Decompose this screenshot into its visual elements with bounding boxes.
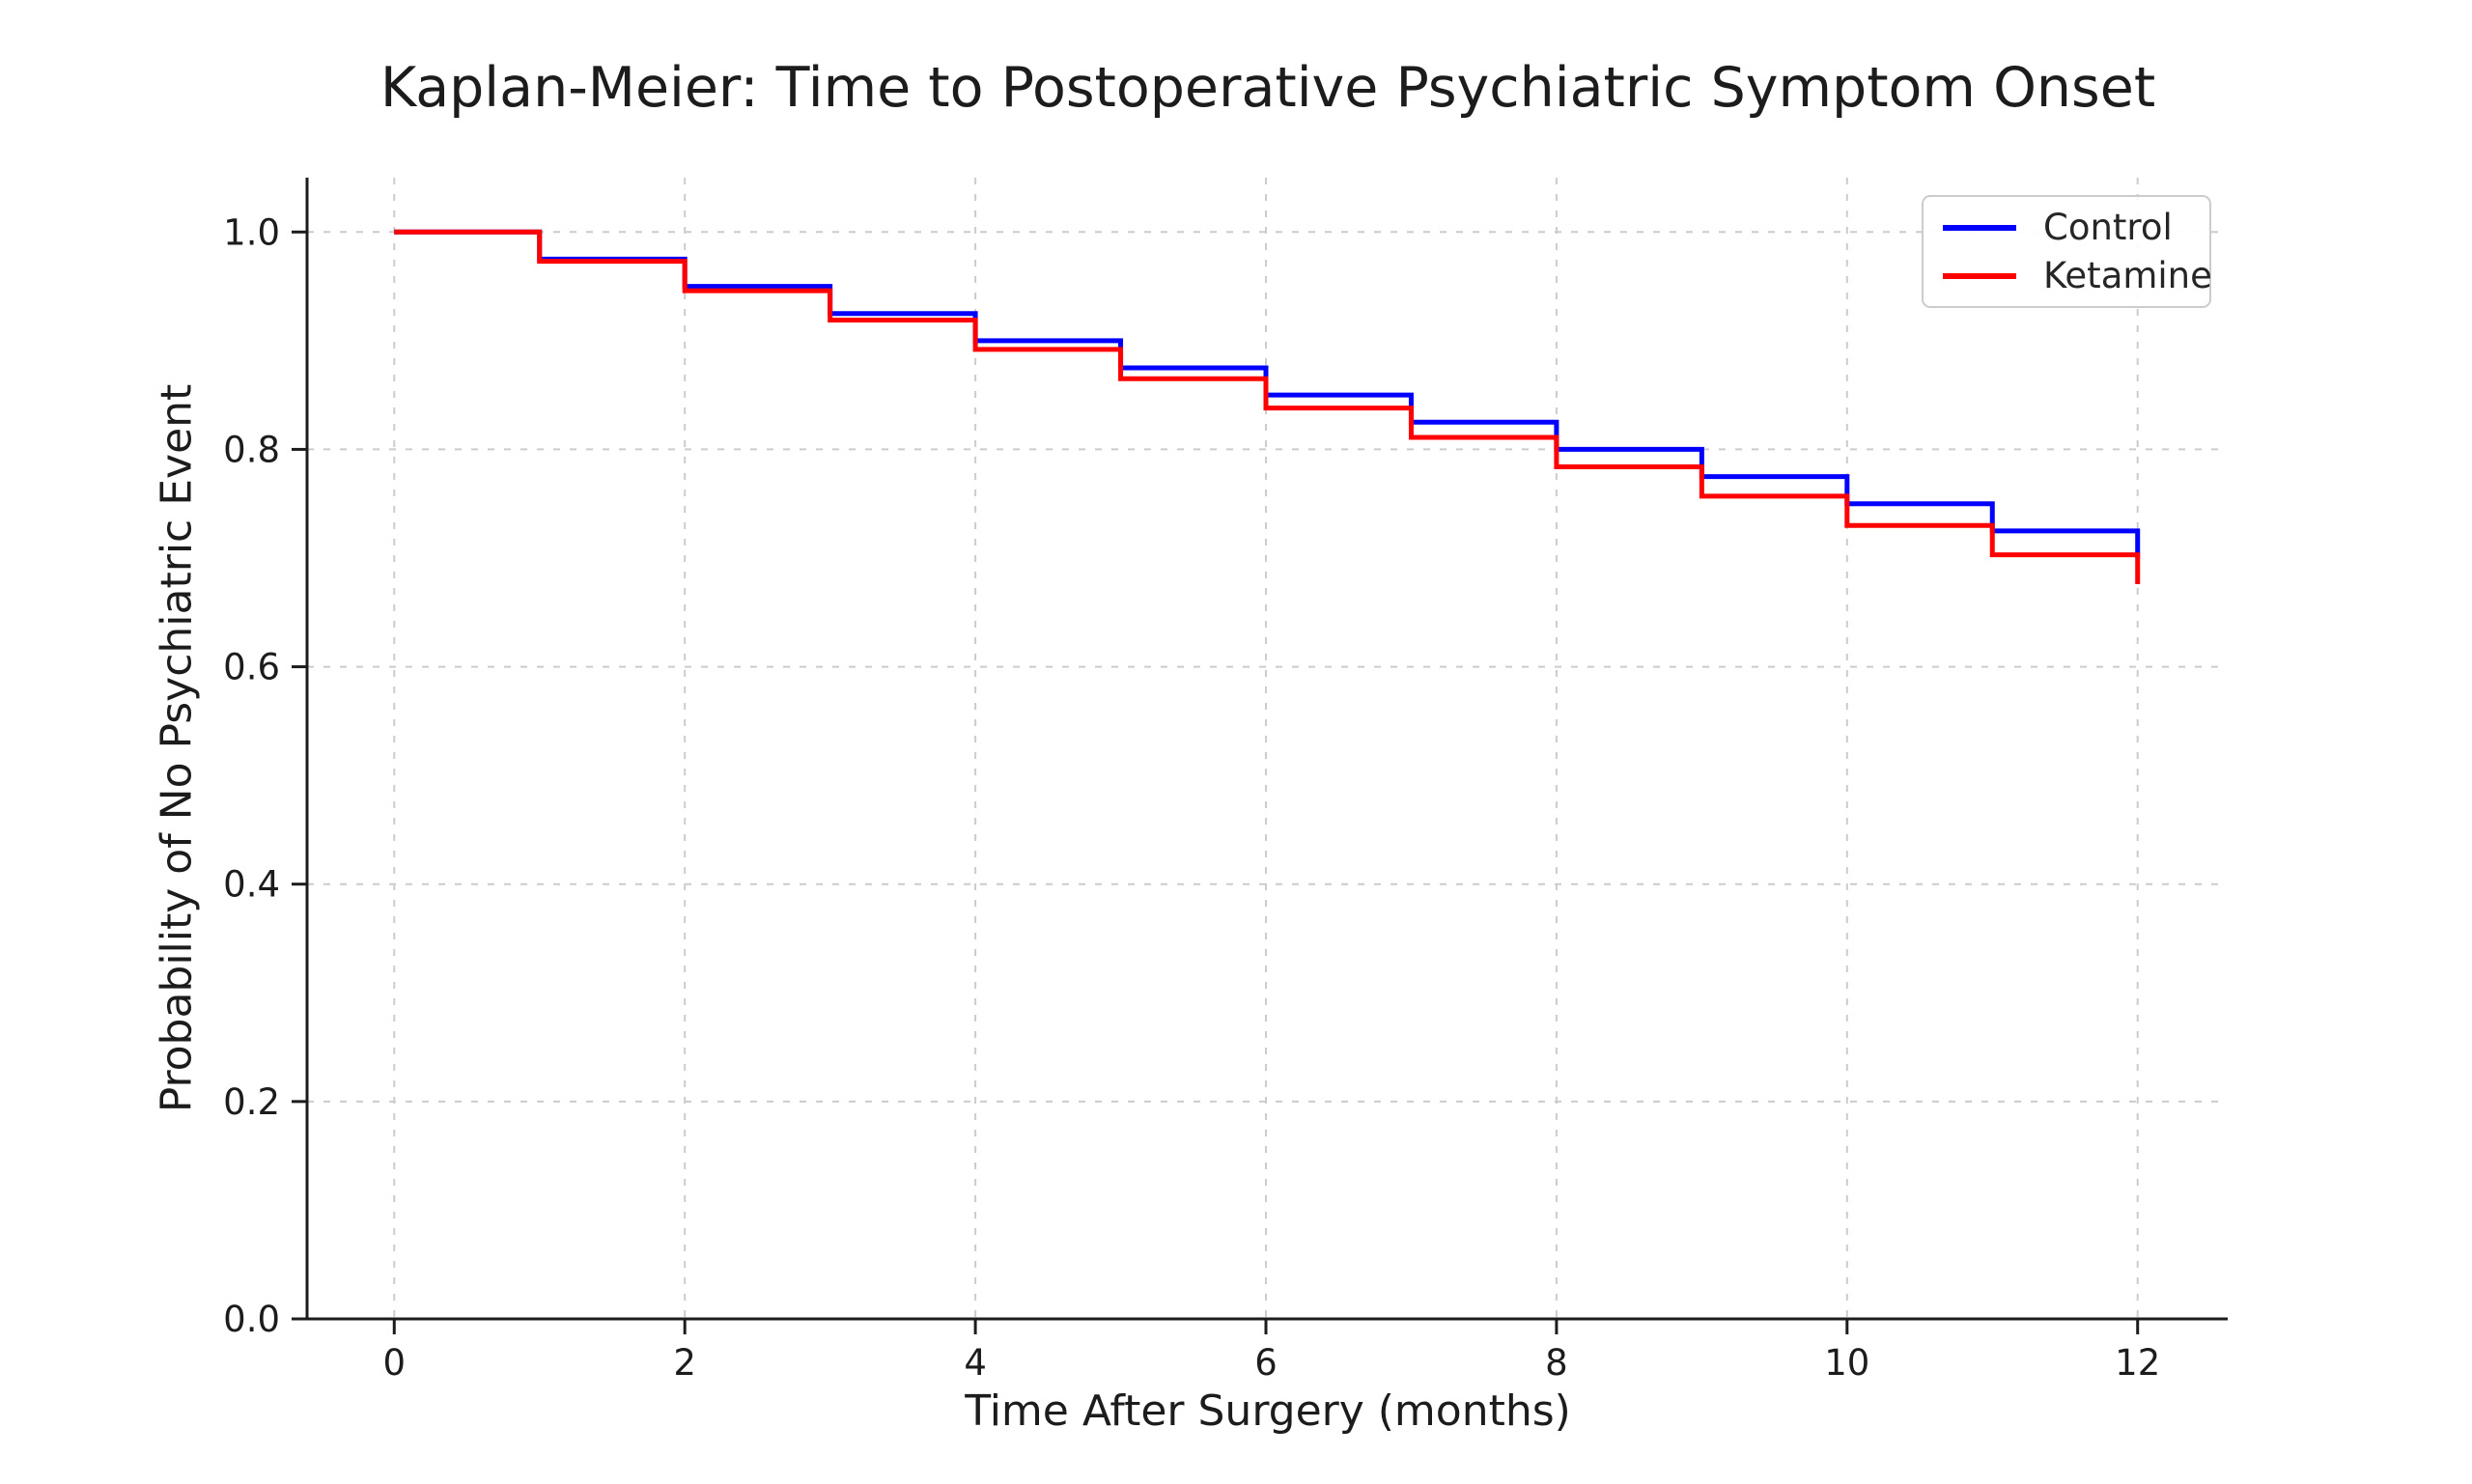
x-tick-label: 10 [1824, 1342, 1869, 1384]
x-tick-label: 2 [673, 1342, 696, 1384]
legend-label-control: Control [2043, 207, 2173, 248]
legend-entry-ketamine: Ketamine [1943, 258, 2212, 294]
y-tick-label: 0.0 [223, 1299, 280, 1340]
x-tick-label: 6 [1254, 1342, 1278, 1384]
ketamine-line-swatch [1943, 272, 2016, 279]
y-tick-label: 1.0 [223, 211, 280, 253]
control-line-swatch [1943, 224, 2016, 231]
legend-entry-control: Control [1943, 210, 2190, 245]
legend-label-ketamine: Ketamine [2043, 255, 2212, 296]
gridlines [307, 178, 2228, 1320]
y-tick-label: 0.8 [223, 429, 280, 470]
x-tick-label: 0 [382, 1342, 406, 1384]
chart-title: Kaplan-Meier: Time to Postoperative Psyc… [379, 56, 2156, 120]
y-tick-label: 0.2 [223, 1081, 280, 1123]
x-axis-title: Time After Surgery (months) [965, 1386, 1571, 1436]
ketamine-survival-curve [394, 229, 2141, 585]
x-tick-label: 12 [2115, 1342, 2160, 1384]
x-tick-label: 4 [964, 1342, 987, 1384]
legend: Control Ketamine [1922, 195, 2212, 308]
y-tick-label: 0.4 [223, 864, 280, 906]
y-tick-label: 0.6 [223, 647, 280, 688]
x-tick-label: 8 [1545, 1342, 1568, 1384]
